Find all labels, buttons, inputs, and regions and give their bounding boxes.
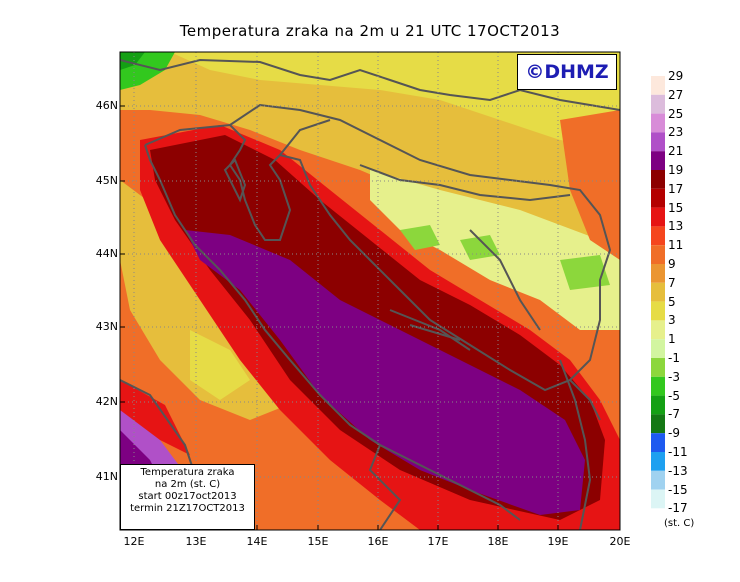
lon-label: 13E <box>185 535 207 548</box>
info-line: na 2m (st. C) <box>154 479 221 490</box>
lat-label: 43N <box>95 320 118 333</box>
legend-swatch <box>651 94 665 114</box>
legend-swatch <box>651 489 665 509</box>
legend-level-label: 1 <box>668 332 676 347</box>
legend-swatch <box>651 113 665 133</box>
legend-level-label: 15 <box>668 200 684 215</box>
graticule <box>120 52 620 530</box>
legend-level-label: -15 <box>668 482 688 497</box>
legend-swatch <box>651 433 665 452</box>
lon-label: 19E <box>547 535 569 548</box>
legend-swatch <box>651 320 665 340</box>
temperature-field <box>120 52 620 530</box>
dhmz-logo: ©DHMZ <box>517 54 617 90</box>
legend-level-label: 23 <box>668 125 684 140</box>
legend-swatch <box>651 170 665 189</box>
lon-label: 16E <box>367 535 389 548</box>
lon-label: 15E <box>307 535 329 548</box>
legend-level-label: 27 <box>668 87 684 102</box>
legend-swatch <box>651 207 665 227</box>
legend-level-label: 25 <box>668 106 684 121</box>
lon-label: 17E <box>427 535 449 548</box>
info-line: Temperatura zraka <box>140 467 235 478</box>
lon-label: 14E <box>246 535 268 548</box>
legend-swatch <box>651 151 665 170</box>
legend-level-label: -13 <box>668 463 688 478</box>
legend-swatch <box>651 282 665 302</box>
legend-level-label: 13 <box>668 219 684 234</box>
lat-label: 46N <box>95 99 118 112</box>
lon-label: 12E <box>123 535 145 548</box>
legend-swatch <box>651 452 665 471</box>
color-legend <box>651 76 665 528</box>
legend-level-label: 21 <box>668 144 684 159</box>
legend-swatch <box>651 76 665 95</box>
lat-label: 44N <box>95 247 118 260</box>
legend-swatch <box>651 376 665 396</box>
legend-level-label: -11 <box>668 445 688 459</box>
legend-swatch <box>651 414 665 434</box>
lon-label: 18E <box>487 535 509 548</box>
legend-level-label: -1 <box>668 351 680 365</box>
legend-level-label: 11 <box>668 238 684 253</box>
legend-swatch <box>651 470 665 490</box>
legend-swatch <box>651 226 665 246</box>
lat-label: 41N <box>95 470 118 483</box>
info-line: start 00z17oct2013 <box>138 491 237 502</box>
legend-level-label: -17 <box>668 501 688 516</box>
legend-level-label: 29 <box>668 69 684 83</box>
info-box: Temperatura zraka na 2m (st. C) start 00… <box>120 464 255 530</box>
legend-units: (st. C) <box>664 518 695 529</box>
map-title: Temperatura zraka na 2m u 21 UTC 17OCT20… <box>179 22 561 40</box>
legend-level-label: 5 <box>668 294 676 309</box>
legend-level-label: 7 <box>668 275 676 290</box>
legend-level-label: -7 <box>668 407 680 422</box>
legend-level-label: 3 <box>668 313 676 328</box>
legend-level-label: 17 <box>668 181 684 196</box>
legend-swatch <box>651 301 665 321</box>
legend-level-label: -5 <box>668 388 680 403</box>
legend-swatch <box>651 245 665 264</box>
legend-level-label: 19 <box>668 163 684 177</box>
legend-swatch <box>651 358 665 377</box>
legend-swatch <box>651 395 665 415</box>
lat-label: 42N <box>95 395 118 408</box>
legend-swatch <box>651 188 665 208</box>
lat-label: 45N <box>95 174 118 187</box>
coastlines <box>120 58 620 530</box>
lon-label: 20E <box>609 535 631 548</box>
plot-frame <box>119 51 621 531</box>
info-line: termin 21Z17OCT2013 <box>130 503 245 514</box>
legend-level-label: -3 <box>668 369 680 384</box>
legend-swatch <box>651 508 665 528</box>
legend-level-label: -9 <box>668 426 680 441</box>
legend-swatch <box>651 264 665 283</box>
legend-level-label: 9 <box>668 257 676 271</box>
legend-swatch <box>651 132 665 152</box>
legend-swatch <box>651 339 665 358</box>
